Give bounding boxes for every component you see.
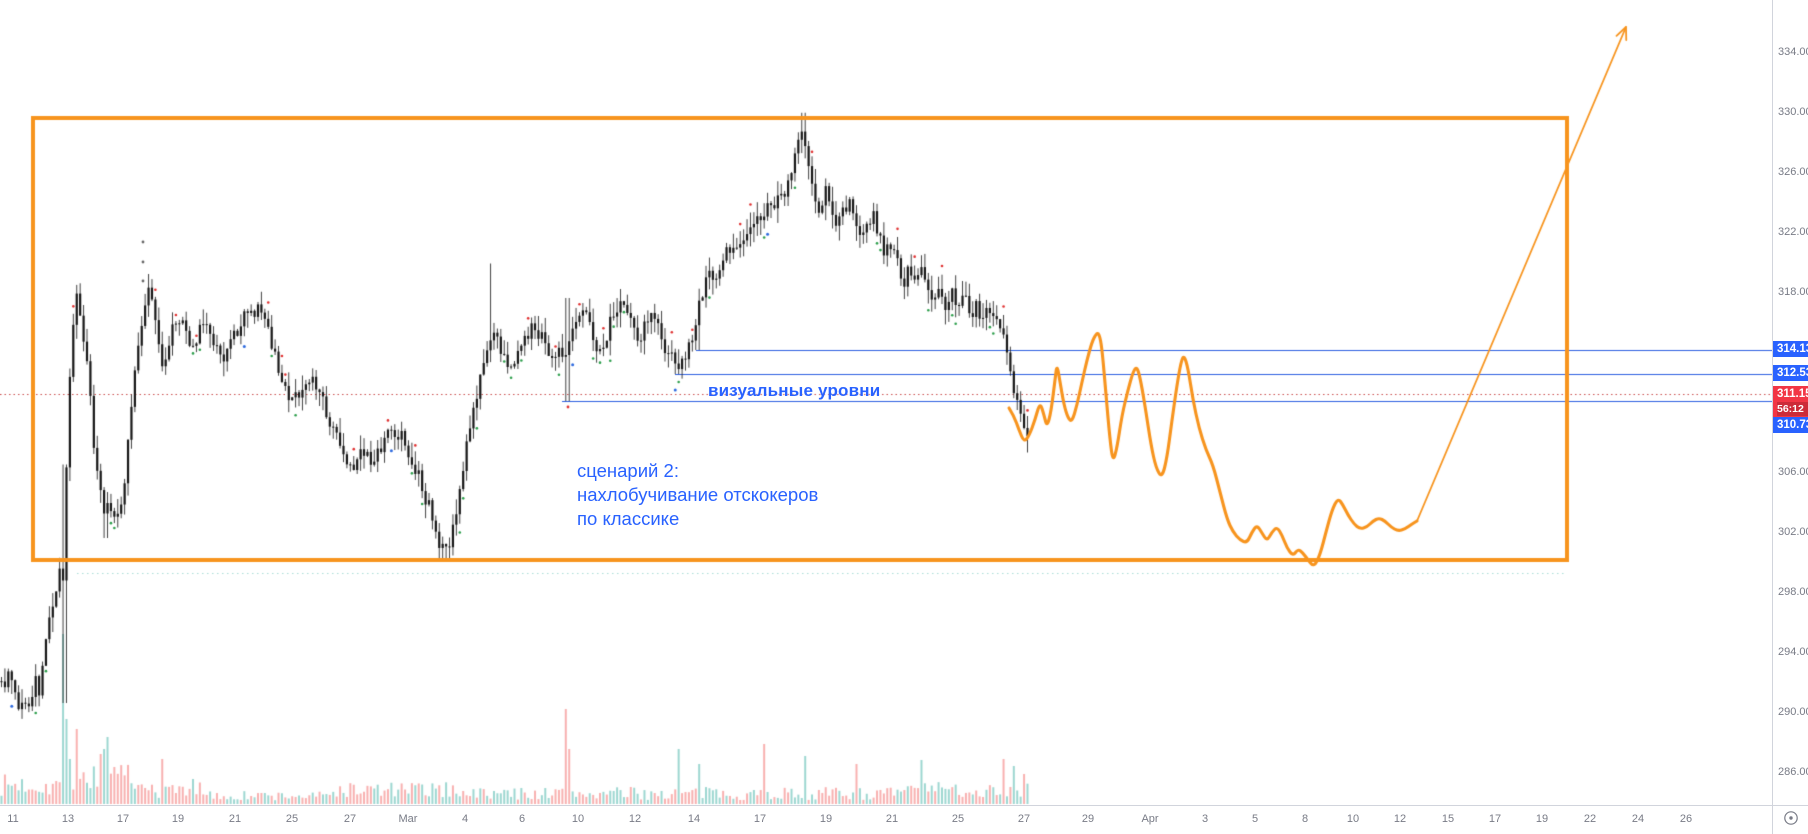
time-tick: 21 (885, 813, 899, 825)
price-tick: 334.00 (1778, 46, 1808, 58)
price-axis[interactable]: 334.00 330.00 326.00 322.00 318.00 306.00 302.… (1772, 0, 1808, 805)
price-tick: 290.00 (1778, 706, 1808, 718)
price-tick: 330.00 (1778, 106, 1808, 118)
time-tick: 10 (1346, 813, 1360, 825)
time-tick: 19 (1535, 813, 1549, 825)
price-tick: 286.00 (1778, 766, 1808, 778)
time-tick: 21 (228, 813, 242, 825)
level-price-label[interactable]: 314.13 (1773, 341, 1808, 357)
price-tick: 298.00 (1778, 586, 1808, 598)
time-tick: 27 (1017, 813, 1031, 825)
time-tick: 10 (571, 813, 585, 825)
price-tick: 294.00 (1778, 646, 1808, 658)
scenario-line-2: нахлобучивание отскокеров (577, 484, 819, 505)
time-tick: 12 (1393, 813, 1407, 825)
time-tick: 15 (1441, 813, 1455, 825)
time-tick: 26 (1679, 813, 1693, 825)
time-tick: 4 (461, 813, 469, 825)
time-axis[interactable]: 11 13 17 19 21 25 27 Mar 4 6 10 12 14 17 19 21 25 27 29 Apr… (0, 805, 1772, 834)
last-price-label: 311.1556:12 (1773, 386, 1808, 418)
time-tick: 29 (1081, 813, 1095, 825)
time-tick: 22 (1583, 813, 1597, 825)
level-price-label[interactable]: 312.53 (1773, 365, 1808, 381)
time-tick: 13 (61, 813, 75, 825)
price-tick: 302.00 (1778, 526, 1808, 538)
clock-dot-icon (1782, 809, 1800, 832)
time-tick: 25 (951, 813, 965, 825)
time-tick: Mar (398, 813, 418, 825)
time-tick: 17 (1488, 813, 1502, 825)
time-tick: 24 (1631, 813, 1645, 825)
time-tick: 27 (343, 813, 357, 825)
time-tick: Apr (1141, 813, 1159, 825)
price-tick: 306.00 (1778, 466, 1808, 478)
time-tick: 14 (687, 813, 701, 825)
price-tick: 326.00 (1778, 166, 1808, 178)
time-tick: 19 (171, 813, 185, 825)
price-tick: 322.00 (1778, 226, 1808, 238)
time-tick: 17 (116, 813, 130, 825)
axis-settings-corner[interactable] (1772, 805, 1808, 834)
bar-countdown: 56:12 (1777, 402, 1808, 416)
time-tick: 25 (285, 813, 299, 825)
scenario-line-1: сценарий 2: (577, 460, 679, 481)
chart-canvas[interactable] (0, 0, 1772, 805)
time-tick: 6 (518, 813, 526, 825)
time-tick: 11 (7, 813, 19, 825)
time-tick: 19 (819, 813, 833, 825)
scenario-text[interactable]: сценарий 2: нахлобучивание отскокеров по… (577, 459, 818, 531)
scenario-line-3: по классике (577, 508, 680, 529)
time-tick: 12 (628, 813, 642, 825)
time-tick: 3 (1201, 813, 1209, 825)
time-tick: 8 (1301, 813, 1309, 825)
visual-levels-text[interactable]: визуальные уровни (708, 381, 881, 400)
time-tick: 5 (1251, 813, 1259, 825)
time-tick: 17 (753, 813, 767, 825)
price-tick: 318.00 (1778, 286, 1808, 298)
level-price-label[interactable]: 310.73 (1773, 417, 1808, 433)
